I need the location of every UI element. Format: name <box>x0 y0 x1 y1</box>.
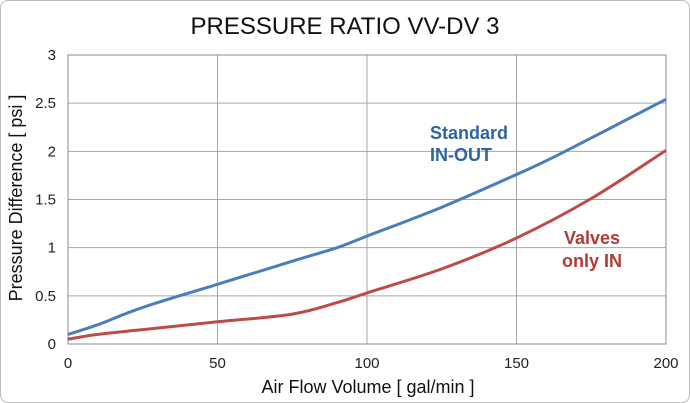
y-tick-label: 3 <box>48 47 56 64</box>
y-tick-label: 0.5 <box>35 288 56 305</box>
x-tick-label: 150 <box>504 355 529 372</box>
series-line-standard-in-out <box>67 97 667 336</box>
x-tick-labels: 0 50 100 150 200 <box>64 355 679 372</box>
y-tick-label: 1.5 <box>35 192 56 209</box>
series-label-standard-line-1: Standard <box>430 123 508 143</box>
y-tick-label: 2.5 <box>35 95 56 112</box>
y-tick-label: 0 <box>48 336 56 353</box>
x-tick-label: 100 <box>354 355 379 372</box>
x-tick-label: 200 <box>653 355 678 372</box>
series-lines <box>67 97 667 341</box>
x-tick-label: 0 <box>64 355 72 372</box>
series-label-valves-line-2: only IN <box>562 251 622 271</box>
plot-area-border <box>67 54 667 345</box>
x-axis-label: Air Flow Volume [ gal/min ] <box>261 377 474 397</box>
grid <box>67 54 667 345</box>
y-tick-labels: 0 0.5 1 1.5 2 2.5 3 <box>35 47 56 353</box>
y-tick-label: 1 <box>48 240 56 257</box>
series-line-valves-only-in <box>67 149 667 341</box>
series-label-valves-line-1: Valves <box>564 228 620 248</box>
chart-title: PRESSURE RATIO VV-DV 3 <box>191 13 500 40</box>
y-axis-label: Pressure Difference [ psi ] <box>6 95 26 302</box>
y-tick-label: 2 <box>48 143 56 160</box>
x-tick-label: 50 <box>209 355 226 372</box>
series-label-standard-line-2: IN-OUT <box>430 145 492 165</box>
